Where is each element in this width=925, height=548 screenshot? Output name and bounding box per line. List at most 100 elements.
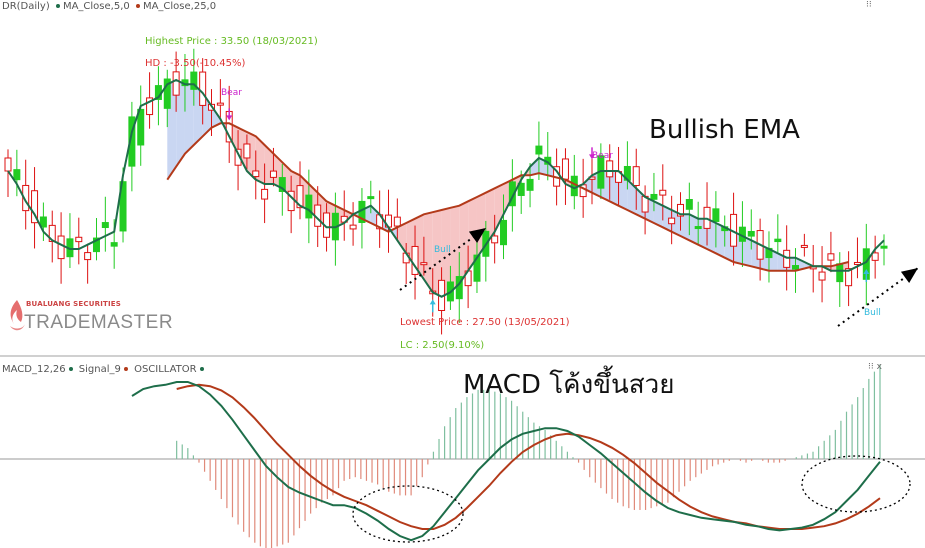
ma-fill-segment — [176, 80, 185, 167]
candle-down — [783, 249, 791, 268]
candle-down — [349, 224, 357, 230]
candle-down — [659, 189, 667, 196]
ma-fill-segment — [485, 188, 495, 245]
ma-fill-segment — [264, 145, 274, 184]
bear-marker-head — [589, 154, 595, 160]
ma-fill-segment — [627, 179, 637, 215]
trend-arrow-1-head — [468, 228, 486, 244]
candle-up — [517, 182, 525, 196]
candle-down — [84, 252, 92, 261]
candle-down — [243, 143, 251, 159]
candle-down — [845, 268, 853, 287]
candle-up — [101, 222, 109, 229]
candle-down — [561, 158, 569, 180]
legend-macd: MACD_12,26 — [2, 364, 66, 375]
candle-down — [261, 188, 269, 200]
bull-marker-label-2: Bull — [864, 308, 881, 318]
hd-label: HD : -3.50(-10.45%) — [145, 58, 246, 69]
ma-fill-segment — [530, 158, 539, 176]
candle-down — [676, 203, 684, 217]
ma25-line — [166, 122, 849, 272]
candle-down — [269, 170, 277, 178]
candle-down — [827, 253, 835, 261]
candle-up — [747, 231, 755, 237]
candle-up — [535, 145, 543, 155]
ma-fill-segment — [450, 205, 460, 293]
bear-marker-label-2: Bear — [592, 151, 613, 161]
candle-up — [92, 237, 100, 253]
ma-fill-segment — [184, 84, 194, 154]
candle-down — [146, 97, 154, 116]
trend-arrow-2-head — [900, 268, 918, 284]
main-legend: DR(Daily) MA_Close,5,0 MA_Close,25,0 — [2, 1, 216, 12]
legend-ma5: MA_Close,5,0 — [62, 1, 130, 12]
candle-up — [163, 78, 171, 109]
candle-up — [685, 199, 693, 210]
candle-down — [4, 157, 12, 172]
legend-main: DR(Daily) — [2, 1, 50, 12]
candle-down — [296, 185, 304, 209]
ma-fill-segment — [397, 223, 407, 254]
legend-ma25-dot — [135, 4, 140, 8]
ma5-line — [7, 78, 885, 298]
main-panel-menu-icon[interactable]: ⁝⁝ — [866, 0, 872, 10]
candle-down — [668, 217, 676, 225]
candle-up — [880, 245, 888, 249]
candle-down — [252, 170, 260, 178]
ma-fill-segment — [238, 127, 247, 171]
candle-down — [199, 71, 207, 106]
lowest-price-label: Lowest Price : 27.50 (13/05/2021) — [400, 317, 570, 328]
candle-down — [48, 224, 56, 242]
ma-fill-segment — [459, 201, 469, 284]
highlight-ellipse-1 — [352, 485, 464, 543]
candle-down — [491, 235, 499, 244]
highest-price-label: Highest Price : 33.50 (18/03/2021) — [145, 36, 318, 47]
logo-big-text: TRADEMASTER — [24, 312, 174, 333]
candle-down — [234, 148, 242, 166]
macd-chart-title: MACD โค้งขึ้นสวย — [463, 370, 675, 400]
legend-ma25: MA_Close,25,0 — [142, 1, 217, 12]
bull-marker-head — [429, 299, 436, 305]
bear-marker-label-1: Bear — [221, 88, 242, 98]
candle-up — [694, 226, 702, 230]
candle-up — [110, 242, 118, 247]
candle-down — [57, 235, 65, 260]
ma-fill-segment — [653, 201, 663, 228]
logo-small-text: BUALUANG SECURITIES — [26, 300, 122, 308]
candle-up — [39, 216, 47, 228]
ma-fill-segment — [715, 223, 725, 258]
candle-up — [128, 116, 136, 167]
candle-up — [774, 238, 782, 243]
candle-down — [172, 71, 180, 96]
candle-up — [508, 181, 516, 207]
candle-down — [800, 244, 808, 248]
ma-fill-segment — [662, 205, 672, 232]
candle-down — [22, 184, 30, 212]
bear-marker-head — [226, 115, 233, 121]
legend-ma5-dot — [55, 4, 60, 8]
candle-down — [632, 166, 640, 186]
candle-up — [650, 193, 658, 200]
legend-macd-dot — [68, 367, 73, 371]
candle-up — [13, 169, 21, 181]
candle-up — [500, 219, 508, 246]
candle-up — [119, 181, 127, 232]
candle-up — [137, 108, 145, 146]
trend-arrow-2-line — [837, 267, 919, 327]
ma-fill-segment — [441, 207, 451, 297]
ma-fill-segment — [432, 210, 442, 297]
ma-fill-segment — [689, 214, 699, 245]
legend-osc-dot — [199, 367, 204, 371]
lc-label: LC : 2.50(9.10%) — [400, 340, 485, 351]
candle-up — [836, 263, 844, 283]
candle-up — [526, 178, 534, 191]
candle-up — [190, 71, 198, 90]
candle-up — [367, 196, 375, 200]
candle-up — [278, 177, 286, 192]
candle-up — [792, 265, 800, 270]
candle-up — [473, 254, 481, 282]
candle-down — [75, 236, 83, 243]
macd-panel-menu-icon[interactable]: ⁝⁝ x — [868, 362, 882, 372]
candle-down — [853, 261, 861, 265]
